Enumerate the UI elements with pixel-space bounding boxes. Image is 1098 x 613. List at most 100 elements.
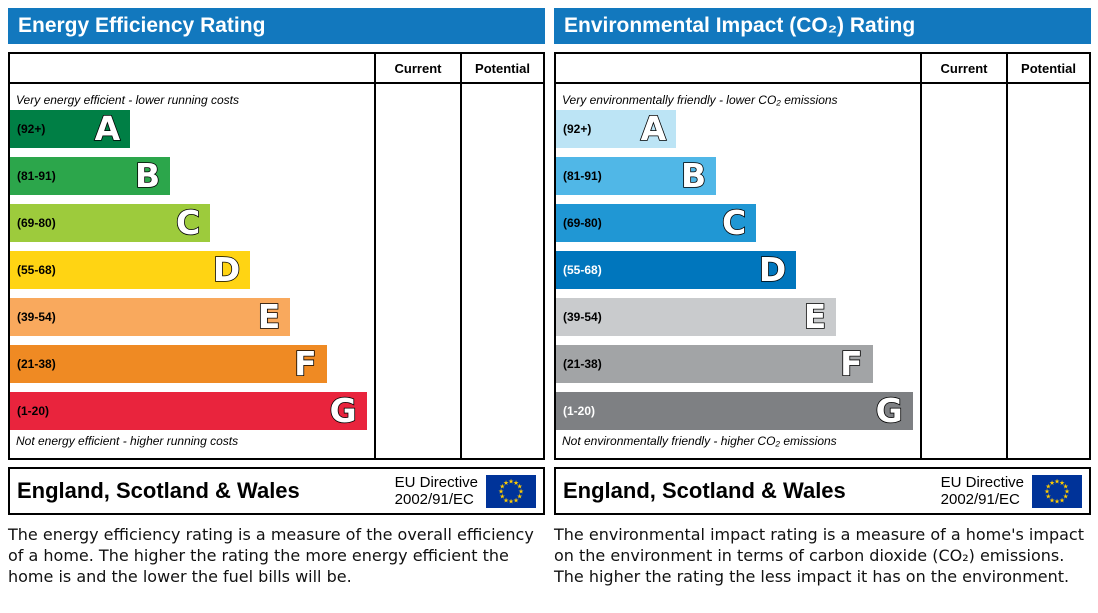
svg-text:★: ★ bbox=[1059, 479, 1065, 487]
potential-column-body bbox=[1006, 84, 1089, 458]
region-label: England, Scotland & Wales bbox=[17, 478, 300, 503]
energy-rating-chart: Current Potential Very energy efficient … bbox=[8, 52, 545, 460]
band-range-label: (1-20) bbox=[17, 404, 50, 418]
svg-text:★: ★ bbox=[1059, 496, 1065, 504]
environment-band-bar-d: (55-68) D bbox=[556, 250, 797, 290]
svg-text:★: ★ bbox=[508, 497, 514, 505]
energy-band-bar-c: (69-80) C bbox=[10, 203, 211, 243]
environment-band-bar-f: (21-38) F bbox=[556, 344, 873, 384]
current-column-header: Current bbox=[920, 54, 1006, 84]
eu-directive-line2: 2002/91/EC bbox=[940, 491, 1020, 508]
band-letter: D bbox=[758, 250, 787, 290]
svg-text:★: ★ bbox=[1045, 482, 1051, 490]
eu-directive-label: EU Directive 2002/91/EC bbox=[395, 474, 478, 509]
environment-panel-title: Environmental Impact (CO₂) Rating bbox=[564, 14, 916, 37]
region-label: England, Scotland & Wales bbox=[563, 478, 846, 503]
environment-band-bar-a: (92+) A bbox=[556, 109, 677, 149]
svg-text:★: ★ bbox=[1049, 479, 1055, 487]
environment-description-text: The environmental impact rating is a mea… bbox=[554, 525, 1084, 587]
svg-text:★: ★ bbox=[1044, 487, 1050, 495]
epc-rating-page: Energy Efficiency Rating Current Potenti… bbox=[8, 8, 1091, 587]
energy-band-bar-a: (92+) A bbox=[10, 109, 131, 148]
svg-text:★: ★ bbox=[498, 487, 504, 495]
svg-text:★: ★ bbox=[513, 496, 519, 504]
energy-efficiency-panel: Energy Efficiency Rating Current Potenti… bbox=[8, 8, 545, 587]
eu-directive-line1: EU Directive bbox=[394, 473, 478, 491]
energy-band-bar-d: (55-68) D bbox=[10, 250, 251, 290]
band-range-label: (81-91) bbox=[563, 169, 602, 183]
band-range-label: (81-91) bbox=[17, 169, 56, 183]
environment-title-bar: Environmental Impact (CO₂) Rating bbox=[554, 8, 1091, 44]
svg-text:★: ★ bbox=[1045, 492, 1051, 500]
band-letter: E bbox=[803, 297, 827, 337]
band-range-label: (69-80) bbox=[563, 216, 602, 230]
band-letter: F bbox=[293, 344, 317, 384]
environment-bottom-note: Not environmentally friendly - higher CO… bbox=[562, 433, 837, 448]
eu-flag-icon: ★ ★★ ★★★ ★★★ ★★★ bbox=[1032, 474, 1082, 508]
environment-band-bar-e: (39-54) E bbox=[556, 297, 837, 337]
energy-footer: England, Scotland & Wales EU Directive 2… bbox=[8, 467, 545, 515]
band-range-label: (92+) bbox=[563, 122, 592, 136]
environment-band-bar-g: (1-20) G bbox=[556, 391, 913, 431]
svg-text:★: ★ bbox=[517, 492, 523, 500]
energy-bottom-note: Not energy efficient - higher running co… bbox=[16, 433, 239, 448]
band-row: (55-68) D bbox=[556, 250, 920, 290]
current-column-body bbox=[920, 84, 1006, 458]
band-letter: G bbox=[875, 391, 904, 431]
energy-description-text: The energy efficiency rating is a measur… bbox=[8, 525, 534, 587]
svg-text:★: ★ bbox=[499, 482, 505, 490]
band-row: (92+) A bbox=[10, 109, 374, 148]
band-range-label: (55-68) bbox=[563, 263, 602, 277]
band-range-label: (21-38) bbox=[563, 357, 602, 371]
band-row: (1-20) G bbox=[10, 391, 374, 431]
potential-column-header: Potential bbox=[460, 54, 543, 84]
band-letter: G bbox=[329, 391, 358, 431]
band-range-label: (69-80) bbox=[17, 216, 56, 230]
band-letter: E bbox=[257, 297, 281, 337]
band-range-label: (1-20) bbox=[563, 404, 596, 418]
energy-band-bar-b: (81-91) B bbox=[10, 156, 171, 196]
band-row: (69-80) C bbox=[556, 203, 920, 242]
energy-top-note: Very energy efficient - lower running co… bbox=[16, 92, 239, 107]
band-row: (55-68) D bbox=[10, 250, 374, 290]
eu-flag-icon: ★ ★★ ★★★ ★★★ ★★★ bbox=[486, 474, 536, 508]
eu-directive-label: EU Directive 2002/91/EC bbox=[941, 474, 1024, 509]
eu-flag-stars: ★ ★★ ★★★ ★★★ ★★★ bbox=[1044, 477, 1070, 505]
svg-text:★: ★ bbox=[513, 479, 519, 487]
eu-directive-line2: 2002/91/EC bbox=[394, 491, 474, 508]
band-row: (21-38) F bbox=[556, 344, 920, 384]
svg-text:★: ★ bbox=[1063, 482, 1069, 490]
band-letter: B bbox=[680, 156, 707, 196]
band-range-label: (92+) bbox=[17, 122, 46, 136]
potential-column-header: Potential bbox=[1006, 54, 1089, 84]
svg-text:★: ★ bbox=[1054, 497, 1060, 505]
environment-band-bar-b: (81-91) B bbox=[556, 156, 717, 196]
chart-corner-cell bbox=[556, 54, 920, 84]
band-range-label: (39-54) bbox=[17, 310, 56, 324]
band-letter: D bbox=[212, 250, 241, 290]
eu-directive-line1: EU Directive bbox=[940, 473, 1024, 491]
svg-text:★: ★ bbox=[503, 496, 509, 504]
svg-text:★: ★ bbox=[1063, 492, 1069, 500]
band-row: (39-54) E bbox=[10, 297, 374, 337]
band-row: (1-20) G bbox=[556, 391, 920, 431]
band-row: (39-54) E bbox=[556, 297, 920, 337]
band-letter: B bbox=[134, 156, 161, 196]
svg-text:★: ★ bbox=[517, 482, 523, 490]
svg-text:★: ★ bbox=[1064, 487, 1070, 495]
energy-band-bar-g: (1-20) G bbox=[10, 391, 367, 431]
svg-text:★: ★ bbox=[1049, 496, 1055, 504]
eu-flag-stars: ★ ★★ ★★★ ★★★ ★★★ bbox=[498, 477, 524, 505]
band-letter: C bbox=[175, 203, 201, 243]
band-row: (69-80) C bbox=[10, 203, 374, 243]
environment-bands-area: Very environmentally friendly - lower CO… bbox=[556, 84, 920, 458]
environment-band-bar-c: (69-80) C bbox=[556, 203, 757, 242]
band-letter: A bbox=[640, 109, 667, 149]
svg-text:★: ★ bbox=[518, 487, 524, 495]
environmental-impact-panel: Environmental Impact (CO₂) Rating Curren… bbox=[554, 8, 1091, 587]
current-column-body bbox=[374, 84, 460, 458]
svg-text:★: ★ bbox=[508, 477, 514, 485]
band-letter: F bbox=[839, 344, 863, 384]
chart-corner-cell bbox=[10, 54, 374, 84]
potential-column-body bbox=[460, 84, 543, 458]
